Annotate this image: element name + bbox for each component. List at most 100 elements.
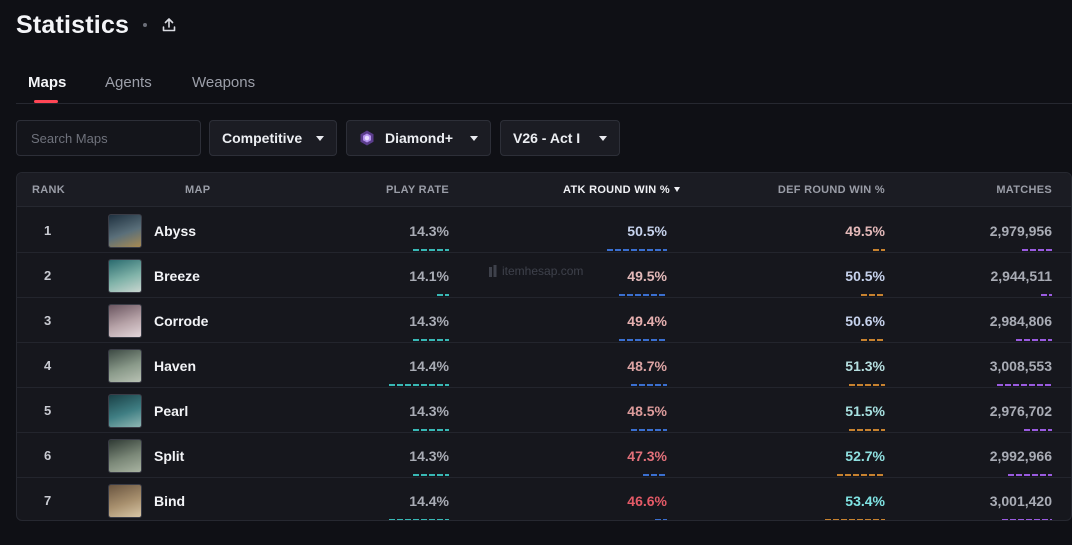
def-win-bar [861, 339, 885, 341]
map-thumbnail [108, 394, 142, 428]
matches-value: 2,979,956 [989, 223, 1052, 239]
def-win-bar [825, 519, 885, 520]
play-rate-bar [389, 519, 449, 520]
def-win-value: 51.5% [845, 403, 885, 419]
table-row[interactable]: 4 Haven 14.4% 48.7% 51.3% 3,008,553 [17, 343, 1071, 388]
play-rate-bar [413, 474, 449, 476]
play-rate-bar [413, 249, 449, 251]
atk-win-value: 46.6% [627, 493, 667, 509]
rank-value: 5 [44, 403, 52, 418]
def-win-value: 50.6% [845, 313, 885, 329]
atk-win-bar [619, 339, 667, 341]
play-rate-value: 14.3% [409, 403, 449, 419]
map-name[interactable]: Pearl [154, 403, 189, 419]
table-row[interactable]: 7 Bind 14.4% 46.6% 53.4% 3,001,420 [17, 478, 1071, 520]
rank-value: 2 [44, 268, 52, 283]
search-input[interactable] [16, 120, 201, 156]
def-win-bar [861, 294, 885, 296]
watermark: itemhesap.com [488, 264, 583, 278]
table-row[interactable]: 3 Corrode 14.3% 49.4% 50.6% 2,984,806 [17, 298, 1071, 343]
map-stats-table: RANK MAP PLAY RATE ATK ROUND WIN % DEF R… [16, 172, 1072, 521]
atk-win-bar [607, 249, 667, 251]
rank-value: 1 [44, 223, 52, 238]
atk-win-bar [631, 384, 667, 386]
chevron-down-icon [470, 135, 478, 141]
map-thumbnail [108, 484, 142, 518]
matches-bar [1002, 519, 1052, 520]
play-rate-bar [389, 384, 449, 386]
map-name[interactable]: Split [154, 448, 185, 464]
atk-win-bar [655, 519, 667, 520]
def-win-value: 52.7% [845, 448, 885, 464]
play-rate-bar [437, 294, 449, 296]
matches-value: 3,008,553 [989, 358, 1052, 374]
column-header-map[interactable]: MAP [185, 184, 211, 196]
table-header: RANK MAP PLAY RATE ATK ROUND WIN % DEF R… [17, 173, 1071, 207]
sort-desc-icon [674, 187, 680, 192]
column-header-matches[interactable]: MATCHES [996, 184, 1052, 196]
rank-dropdown-label: Diamond+ [385, 130, 454, 146]
map-name[interactable]: Corrode [154, 313, 209, 329]
rank-value: 3 [44, 313, 52, 328]
diamond-rank-icon [360, 130, 374, 146]
page-title: Statistics [16, 10, 130, 39]
map-name[interactable]: Breeze [154, 268, 200, 284]
tab-agents[interactable]: Agents [105, 74, 152, 91]
tab-weapons[interactable]: Weapons [192, 74, 256, 91]
upload-icon[interactable] [161, 17, 177, 33]
def-win-value: 51.3% [845, 358, 885, 374]
tab-bar: Maps Agents Weapons [16, 66, 1072, 104]
play-rate-value: 14.3% [409, 223, 449, 239]
map-thumbnail [108, 259, 142, 293]
mode-dropdown-label: Competitive [222, 130, 303, 146]
table-row[interactable]: 2 Breeze 14.1% 49.5% 50.5% 2,944,511 [17, 253, 1071, 298]
rank-value: 7 [44, 493, 52, 508]
column-header-def-win[interactable]: DEF ROUND WIN % [777, 184, 885, 196]
matches-bar [1024, 429, 1052, 431]
play-rate-value: 14.1% [409, 268, 449, 284]
rank-dropdown[interactable]: Diamond+ [346, 120, 491, 156]
atk-win-value: 48.5% [627, 403, 667, 419]
atk-win-value: 50.5% [627, 223, 667, 239]
atk-win-value: 49.5% [627, 268, 667, 284]
map-thumbnail [108, 349, 142, 383]
watermark-logo-icon [489, 265, 497, 277]
play-rate-value: 14.4% [409, 493, 449, 509]
table-row[interactable]: 6 Split 14.3% 47.3% 52.7% 2,992,966 [17, 433, 1071, 478]
column-header-rank[interactable]: RANK [32, 184, 65, 196]
rank-value: 4 [44, 358, 52, 373]
atk-win-bar [643, 474, 667, 476]
def-win-bar [873, 249, 885, 251]
act-dropdown[interactable]: V26 - Act I [500, 120, 620, 156]
chevron-down-icon [599, 135, 607, 141]
play-rate-value: 14.4% [409, 358, 449, 374]
matches-value: 3,001,420 [989, 493, 1052, 509]
rank-value: 6 [44, 448, 52, 463]
act-dropdown-label: V26 - Act I [513, 130, 581, 146]
column-header-atk-win[interactable]: ATK ROUND WIN % [563, 184, 680, 196]
matches-value: 2,976,702 [989, 403, 1052, 419]
matches-value: 2,984,806 [989, 313, 1052, 329]
mode-dropdown[interactable]: Competitive [209, 120, 337, 156]
def-win-value: 53.4% [845, 493, 885, 509]
table-row[interactable]: 1 Abyss 14.3% 50.5% 49.5% 2,979,956 [17, 208, 1071, 253]
atk-win-bar [619, 294, 667, 296]
def-win-bar [849, 429, 885, 431]
def-win-value: 49.5% [845, 223, 885, 239]
def-win-bar [849, 384, 885, 386]
map-thumbnail [108, 214, 142, 248]
map-name[interactable]: Haven [154, 358, 197, 374]
map-name[interactable]: Bind [154, 493, 186, 509]
table-row[interactable]: 5 Pearl 14.3% 48.5% 51.5% 2,976,702 [17, 388, 1071, 433]
chevron-down-icon [316, 135, 324, 141]
column-header-play-rate[interactable]: PLAY RATE [385, 184, 449, 196]
active-tab-indicator [34, 100, 58, 103]
matches-bar [1041, 294, 1052, 296]
map-name[interactable]: Abyss [154, 223, 197, 239]
tab-maps[interactable]: Maps [28, 74, 67, 91]
map-thumbnail [108, 304, 142, 338]
atk-win-value: 47.3% [627, 448, 667, 464]
matches-bar [1022, 249, 1052, 251]
page-header: Statistics [16, 10, 177, 40]
matches-value: 2,992,966 [989, 448, 1052, 464]
